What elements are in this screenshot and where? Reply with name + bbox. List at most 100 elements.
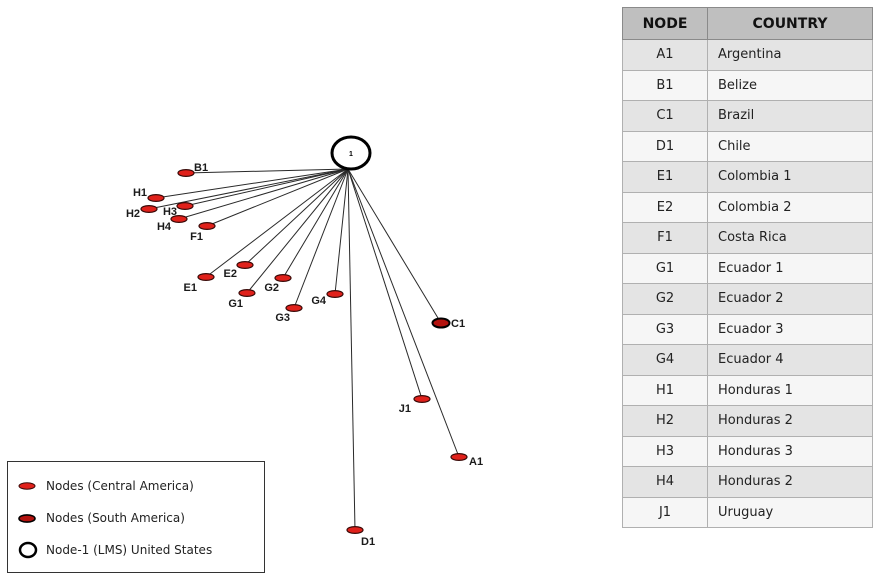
header-country: COUNTRY <box>707 7 873 40</box>
node-label: G3 <box>275 312 290 324</box>
cell-country: Honduras 2 <box>707 405 873 437</box>
table-row: G1 Ecuador 1 <box>622 252 873 284</box>
edges-group <box>148 168 460 531</box>
cell-node: H1 <box>622 374 708 406</box>
hub-label: 1 <box>349 151 353 158</box>
network-diagram: B1 H1 H2 H3 H4 F1 E2 E1 G2 G1 G4 G3 C1 J1 A1 D1 1 <box>126 135 483 548</box>
node-marker <box>170 215 188 224</box>
table-row: E2 Colombia 2 <box>622 191 873 223</box>
hub-node-icon <box>18 541 40 559</box>
node-d1: D1 <box>346 525 375 548</box>
legend-south: Nodes (South America) <box>18 507 185 529</box>
node-h4: H4 <box>157 215 188 233</box>
edge-g4 <box>334 168 349 295</box>
cell-node: C1 <box>622 100 708 132</box>
node-label: G2 <box>264 282 279 294</box>
table-row: A1 Argentina <box>622 39 873 71</box>
cell-node: G4 <box>622 344 708 376</box>
node-label: B1 <box>194 162 208 174</box>
cell-country: Ecuador 3 <box>707 313 873 345</box>
node-label: C1 <box>451 318 465 330</box>
table-row: E1 Colombia 1 <box>622 161 873 193</box>
edge-a1 <box>347 168 460 458</box>
node-label: G4 <box>311 295 327 307</box>
cell-node: J1 <box>622 496 708 528</box>
node-marker <box>198 222 216 231</box>
cell-country: Brazil <box>707 100 873 132</box>
table-row: H3 Honduras 3 <box>622 435 873 467</box>
node-a1: A1 <box>450 453 483 468</box>
cell-country: Colombia 2 <box>707 191 873 223</box>
node-g4: G4 <box>311 290 344 307</box>
cell-country: Honduras 2 <box>707 466 873 498</box>
hub-node: 1 <box>330 135 372 171</box>
cell-country: Chile <box>707 130 873 162</box>
node-e1: E1 <box>184 273 215 294</box>
node-marker <box>147 194 165 203</box>
edge-c1 <box>347 168 442 324</box>
cell-country: Honduras 1 <box>707 374 873 406</box>
cell-country: Ecuador 2 <box>707 283 873 315</box>
node-label: F1 <box>190 231 203 243</box>
cell-node: H4 <box>622 466 708 498</box>
node-h1: H1 <box>133 187 165 203</box>
node-marker <box>238 289 256 298</box>
table-row: J1 Uruguay <box>622 496 873 528</box>
legend-central: Nodes (Central America) <box>18 475 194 497</box>
node-g1: G1 <box>228 289 256 310</box>
edge-b1 <box>185 168 349 174</box>
node-h2: H2 <box>126 205 158 220</box>
node-label: H1 <box>133 187 147 199</box>
node-label: H2 <box>126 208 140 220</box>
node-e2: E2 <box>224 261 254 280</box>
edge-j1 <box>347 168 423 400</box>
node-h3: H3 <box>163 202 194 218</box>
node-marker <box>285 304 303 313</box>
edge-h4 <box>178 168 349 220</box>
edge-e1 <box>205 168 349 278</box>
node-marker <box>450 453 468 462</box>
edge-g2 <box>282 168 349 279</box>
central-node-icon <box>18 482 40 490</box>
legend-hub: Node-1 (LMS) United States <box>18 539 212 561</box>
edge-d1 <box>347 168 356 531</box>
node-country-table: NODE COUNTRY A1 Argentina B1 Belize C1 Brazil… <box>622 7 873 528</box>
node-marker <box>176 202 194 211</box>
node-label: H4 <box>157 221 172 233</box>
edge-h3 <box>184 168 349 207</box>
cell-node: A1 <box>622 39 708 71</box>
legend-hub-label: Node-1 (LMS) United States <box>46 543 213 557</box>
cell-node: H3 <box>622 435 708 467</box>
cell-country: Ecuador 4 <box>707 344 873 376</box>
cell-country: Costa Rica <box>707 222 873 254</box>
legend-south-label: Nodes (South America) <box>46 511 185 525</box>
node-label: J1 <box>399 403 411 415</box>
cell-node: E2 <box>622 191 708 223</box>
legend: Nodes (Central America) Nodes (South Ame… <box>7 461 265 573</box>
node-marker <box>140 205 158 214</box>
edge-h1 <box>155 168 349 199</box>
node-label: A1 <box>469 456 483 468</box>
south-node-icon <box>18 513 40 523</box>
header-node: NODE <box>622 7 708 40</box>
cell-node: G1 <box>622 252 708 284</box>
cell-node: E1 <box>622 161 708 193</box>
node-b1: B1 <box>177 162 208 178</box>
node-g2: G2 <box>264 274 292 294</box>
table-row: B1 Belize <box>622 69 873 101</box>
cell-country: Argentina <box>707 39 873 71</box>
edge-e2 <box>244 168 349 266</box>
table-row: H4 Honduras 2 <box>622 466 873 498</box>
cell-country: Uruguay <box>707 496 873 528</box>
node-marker <box>326 290 344 299</box>
table-row: G4 Ecuador 4 <box>622 344 873 376</box>
cell-node: H2 <box>622 405 708 437</box>
table-row: D1 Chile <box>622 130 873 162</box>
table-row: G3 Ecuador 3 <box>622 313 873 345</box>
cell-country: Honduras 3 <box>707 435 873 467</box>
table-row: H1 Honduras 1 <box>622 374 873 406</box>
node-marker <box>274 274 292 283</box>
node-label: E1 <box>184 282 197 294</box>
edge-g1 <box>246 168 349 294</box>
node-c1: C1 <box>431 317 465 330</box>
